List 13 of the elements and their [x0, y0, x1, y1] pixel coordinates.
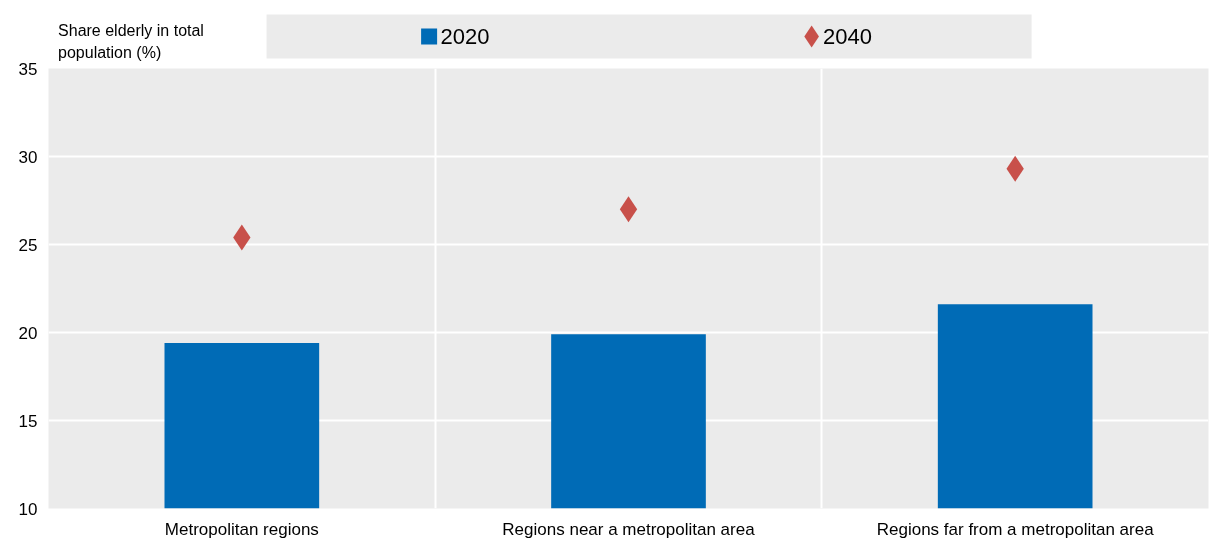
point [619, 196, 638, 223]
y-axis-title: Share elderly in total population (%) [58, 22, 204, 61]
y-tick-label: 15 [18, 411, 38, 431]
x-tick-label: Regions near a metropolitan area [502, 519, 756, 539]
x-tick-label: Metropolitan regions [164, 519, 319, 539]
y-tick-label: 20 [18, 323, 38, 343]
legend-label: 2040 [823, 24, 873, 49]
legend-label: 2020 [440, 24, 490, 49]
y-tick-label: 35 [18, 59, 38, 79]
y-tick-label: 10 [18, 499, 38, 519]
x-tick-label: Regions far from a metropolitan area [876, 519, 1155, 539]
y-tick-label: 30 [18, 147, 38, 167]
y-tick-label: 25 [18, 235, 38, 255]
